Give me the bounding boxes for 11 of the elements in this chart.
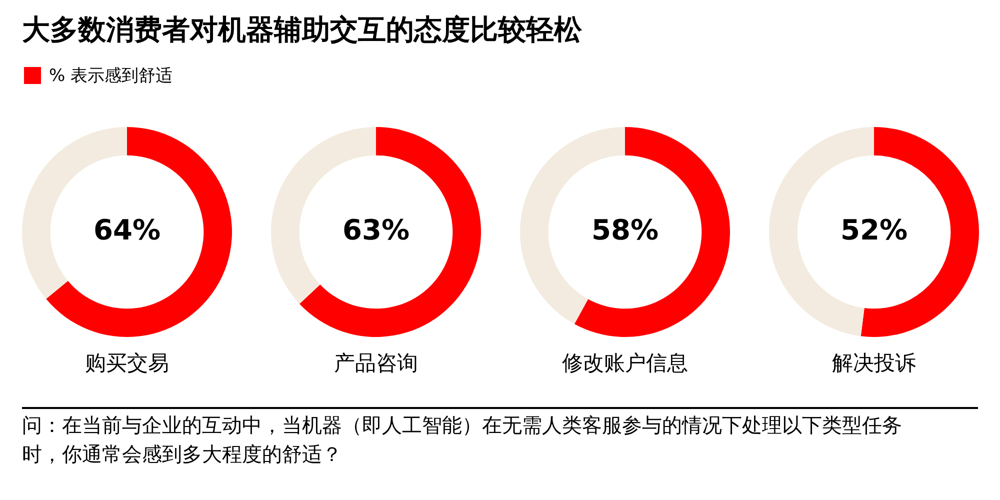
text: 大多数消费者对机器辅助交互的态度比较轻松 [22,12,582,48]
text: 修改账户信息 [561,351,689,375]
text: 问：在当前与企业的互动中，当机器（即人工智能）在无需人类客服参与的情况下处理以下类型任务时，你通常会感到多大程度的舒适？ [22,412,903,468]
text: 购买交易 [84,351,170,375]
data-label: 63% [342,213,410,246]
data-label: 58% [591,213,659,246]
legend-label: % 表示感到舒适 [49,65,173,87]
text: 产品咨询 [333,351,419,375]
data-label: 52% [840,213,908,246]
text: 解决投诉 [831,351,917,375]
data-label: 64% [93,213,161,246]
